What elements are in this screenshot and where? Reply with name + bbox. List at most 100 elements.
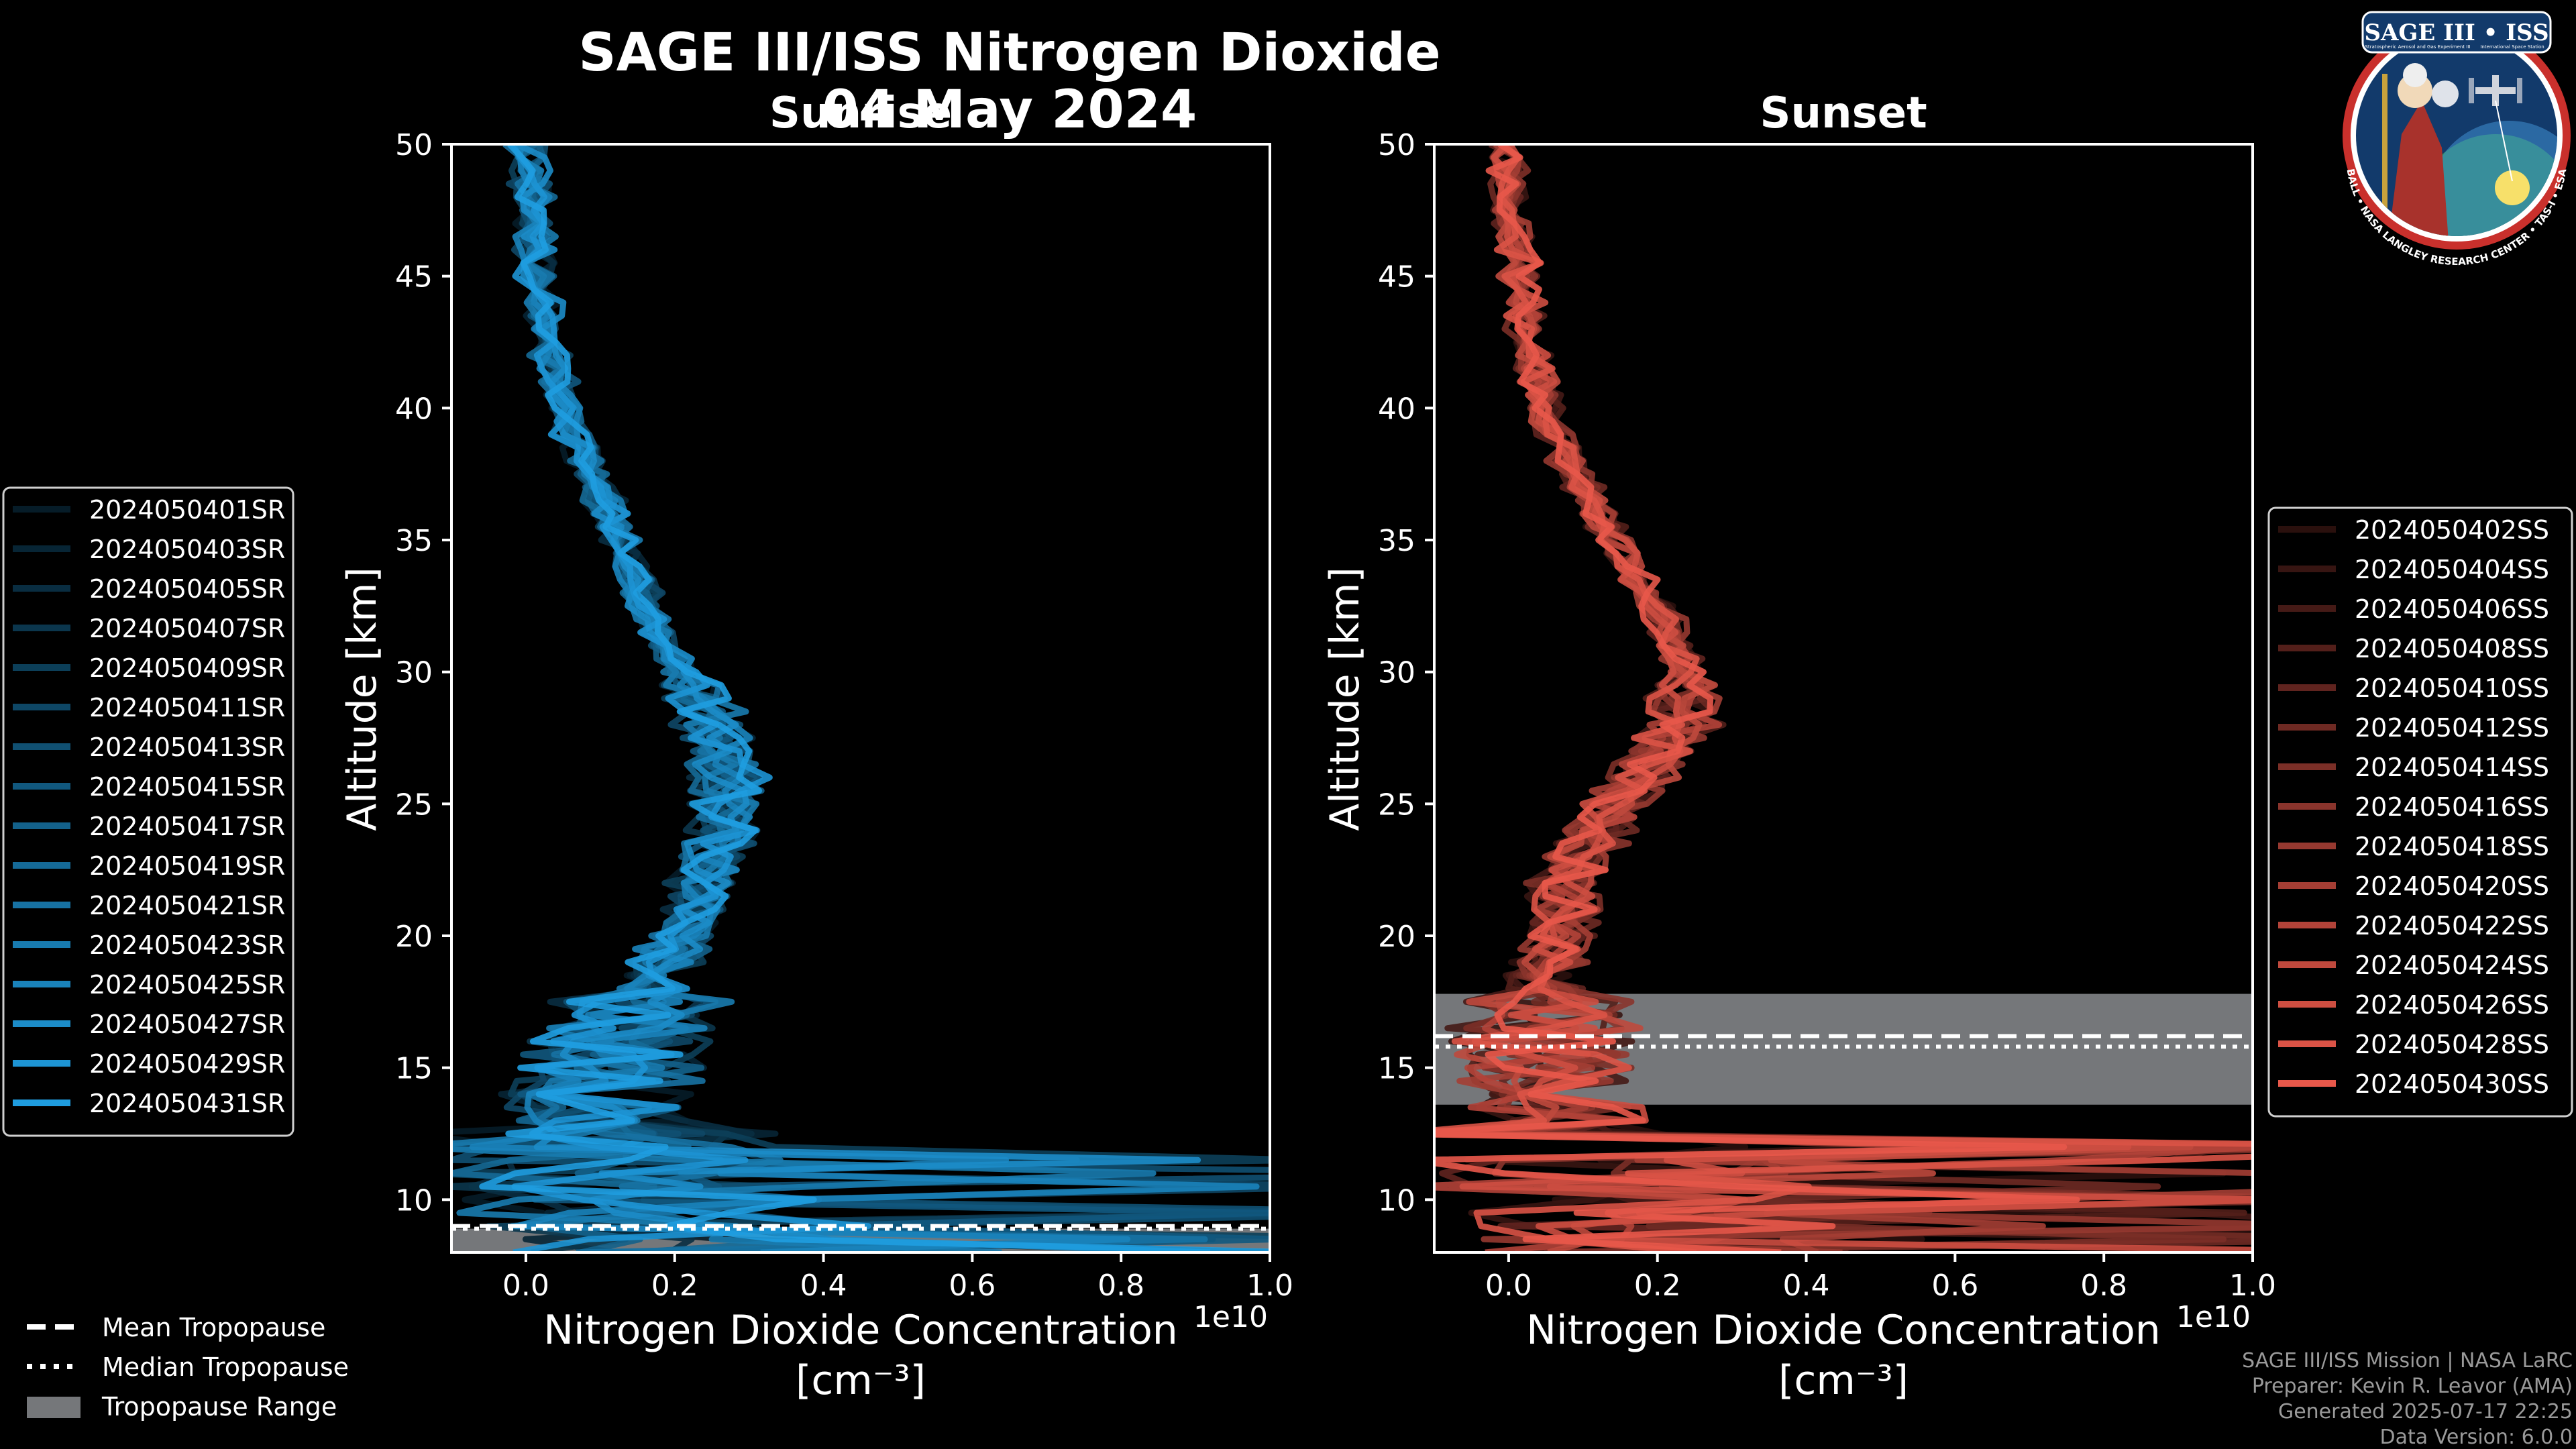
legend-label: 2024050415SR bbox=[89, 772, 285, 802]
tropopause-legend: Mean Tropopause Median Tropopause Tropop… bbox=[27, 1313, 349, 1421]
profile-line-2024050430SS bbox=[1434, 144, 2080, 1252]
sunset-panel: 10 15 20 25 30 35 40 45 50 0.0 0.2 0.4 0.6 0.8 1.0 bbox=[1378, 128, 2276, 1303]
badge-subtitle-left: Stratospheric Aerosol and Gas Experiment… bbox=[2365, 44, 2470, 50]
xtick-label: 1.0 bbox=[2229, 1269, 2276, 1303]
legend-label: 2024050423SR bbox=[89, 930, 285, 960]
astronomer-figure-icon bbox=[2388, 101, 2449, 236]
ytick-label: 40 bbox=[395, 392, 433, 426]
ytick-label: 15 bbox=[395, 1052, 433, 1086]
iss-icon bbox=[2469, 75, 2522, 106]
ytick-label: 50 bbox=[1378, 128, 1415, 162]
credit-data-version: Data Version: 6.0.0 bbox=[2380, 1426, 2573, 1449]
legend-label: 2024050401SR bbox=[89, 495, 285, 525]
sunset-xscale: 1e10 bbox=[2176, 1300, 2251, 1334]
legend-label: 2024050410SS bbox=[2355, 674, 2549, 703]
ytick-label: 40 bbox=[1378, 392, 1415, 426]
ytick-label: 25 bbox=[1378, 788, 1415, 822]
legend-label: 2024050429SR bbox=[89, 1049, 285, 1079]
legend-label: 2024050409SR bbox=[89, 653, 285, 683]
legend-label: 2024050411SR bbox=[89, 693, 285, 722]
ytick-label: 30 bbox=[1378, 656, 1415, 690]
sunrise-legend: 2024050401SR 2024050403SR 2024050405SR 2024… bbox=[2, 486, 294, 1137]
tropopause-range-swatch bbox=[27, 1397, 80, 1418]
plot-frame bbox=[1433, 143, 2254, 1254]
credits: SAGE III/ISS Mission | NASA LaRC Prepare… bbox=[2242, 1349, 2573, 1449]
xtick-label: 0.0 bbox=[1485, 1269, 1532, 1303]
legend-box bbox=[2, 486, 294, 1137]
sunset-ylabel: Altitude [km] bbox=[1322, 567, 1368, 831]
ytick-label: 20 bbox=[1378, 920, 1415, 954]
legend-label: 2024050412SS bbox=[2355, 713, 2549, 743]
legend-label: 2024050419SR bbox=[89, 851, 285, 881]
legend-label: 2024050420SS bbox=[2355, 871, 2549, 901]
legend-label: 2024050430SS bbox=[2355, 1069, 2549, 1099]
legend-label: 2024050424SS bbox=[2355, 951, 2549, 980]
xtick-label: 0.8 bbox=[2080, 1269, 2127, 1303]
legend-label: 2024050426SS bbox=[2355, 990, 2549, 1020]
badge-title-plate bbox=[2361, 11, 2552, 54]
legend-label: 2024050418SS bbox=[2355, 832, 2549, 861]
legend-label: 2024050408SS bbox=[2355, 634, 2549, 663]
xtick-label: 0.2 bbox=[651, 1269, 698, 1303]
ytick-label: 10 bbox=[1378, 1183, 1415, 1218]
xtick-label: 0.6 bbox=[1931, 1269, 1978, 1303]
mean-tropopause-label: Mean Tropopause bbox=[102, 1313, 325, 1342]
legend-label: 2024050425SR bbox=[89, 970, 285, 1000]
credit-generated: Generated 2025-07-17 22:25 bbox=[2278, 1400, 2573, 1424]
moon-icon bbox=[2432, 80, 2459, 107]
sunrise-subtitle: Sunrise bbox=[769, 89, 952, 138]
legend-label: 2024050416SS bbox=[2355, 792, 2549, 822]
profile-line-2024050428SS bbox=[1434, 144, 2253, 1252]
credit-mission: SAGE III/ISS Mission | NASA LaRC bbox=[2242, 1349, 2573, 1373]
ytick-label: 35 bbox=[395, 524, 433, 558]
badge-title: SAGE III • ISS bbox=[2364, 19, 2548, 46]
profile-line-2024050431SR bbox=[479, 144, 1270, 1252]
sunrise-ylabel: Altitude [km] bbox=[339, 567, 386, 831]
credit-preparer: Preparer: Kevin R. Leavor (AMA) bbox=[2252, 1375, 2573, 1398]
sunrise-xscale: 1e10 bbox=[1193, 1300, 1268, 1334]
median-tropopause-label: Median Tropopause bbox=[102, 1352, 349, 1382]
xtick-label: 0.6 bbox=[949, 1269, 996, 1303]
sunrise-xunit: [cm⁻³] bbox=[796, 1357, 926, 1404]
ytick-label: 15 bbox=[1378, 1052, 1415, 1086]
ytick-label: 20 bbox=[395, 920, 433, 954]
ytick-label: 30 bbox=[395, 656, 433, 690]
plot-content bbox=[1434, 144, 2253, 1252]
ytick-label: 10 bbox=[395, 1183, 433, 1218]
sage-iii-iss-mission-badge: SAGE III • ISS Stratospheric Aerosol and… bbox=[2343, 11, 2571, 268]
sunset-legend: 2024050402SS 2024050404SS 2024050406SS 2024… bbox=[2267, 506, 2573, 1118]
legend-label: 2024050406SS bbox=[2355, 594, 2549, 624]
legend-label: 2024050428SS bbox=[2355, 1030, 2549, 1059]
chart-title: SAGE III/ISS Nitrogen Dioxide bbox=[578, 23, 1440, 83]
ytick-label: 45 bbox=[1378, 260, 1415, 294]
plot-frame bbox=[450, 143, 1271, 1254]
sunrise-xlabel: Nitrogen Dioxide Concentration bbox=[543, 1307, 1178, 1354]
badge-subtitle-right: International Space Station bbox=[2480, 44, 2544, 50]
tropopause-range-label: Tropopause Range bbox=[101, 1392, 337, 1421]
xtick-label: 0.2 bbox=[1634, 1269, 1681, 1303]
sunset-xunit: [cm⁻³] bbox=[1778, 1357, 1909, 1404]
legend-label: 2024050402SS bbox=[2355, 515, 2549, 545]
legend-label: 2024050417SR bbox=[89, 812, 285, 841]
ytick-label: 25 bbox=[395, 788, 433, 822]
legend-label: 2024050421SR bbox=[89, 891, 285, 920]
profile-line-2024050423SR bbox=[451, 144, 1157, 1252]
xtick-label: 0.4 bbox=[800, 1269, 847, 1303]
xtick-label: 0.8 bbox=[1097, 1269, 1144, 1303]
legend-label: 2024050413SR bbox=[89, 733, 285, 762]
ytick-label: 45 bbox=[395, 260, 433, 294]
legend-label: 2024050407SR bbox=[89, 614, 285, 643]
legend-label: 2024050422SS bbox=[2355, 911, 2549, 941]
xtick-label: 1.0 bbox=[1246, 1269, 1293, 1303]
legend-label: 2024050404SS bbox=[2355, 555, 2549, 584]
sunrise-panel: 10 15 20 25 30 35 40 45 50 0.0 0.2 0.4 0.6 0.8 1.0 bbox=[395, 128, 1293, 1303]
legend-label: 2024050414SS bbox=[2355, 753, 2549, 782]
chart-date: 04 May 2024 bbox=[822, 80, 1197, 140]
sun-icon bbox=[2495, 170, 2530, 205]
legend-label: 2024050427SR bbox=[89, 1010, 285, 1039]
sunset-xlabel: Nitrogen Dioxide Concentration bbox=[1526, 1307, 2161, 1354]
xtick-label: 0.0 bbox=[502, 1269, 549, 1303]
ytick-label: 50 bbox=[395, 128, 433, 162]
